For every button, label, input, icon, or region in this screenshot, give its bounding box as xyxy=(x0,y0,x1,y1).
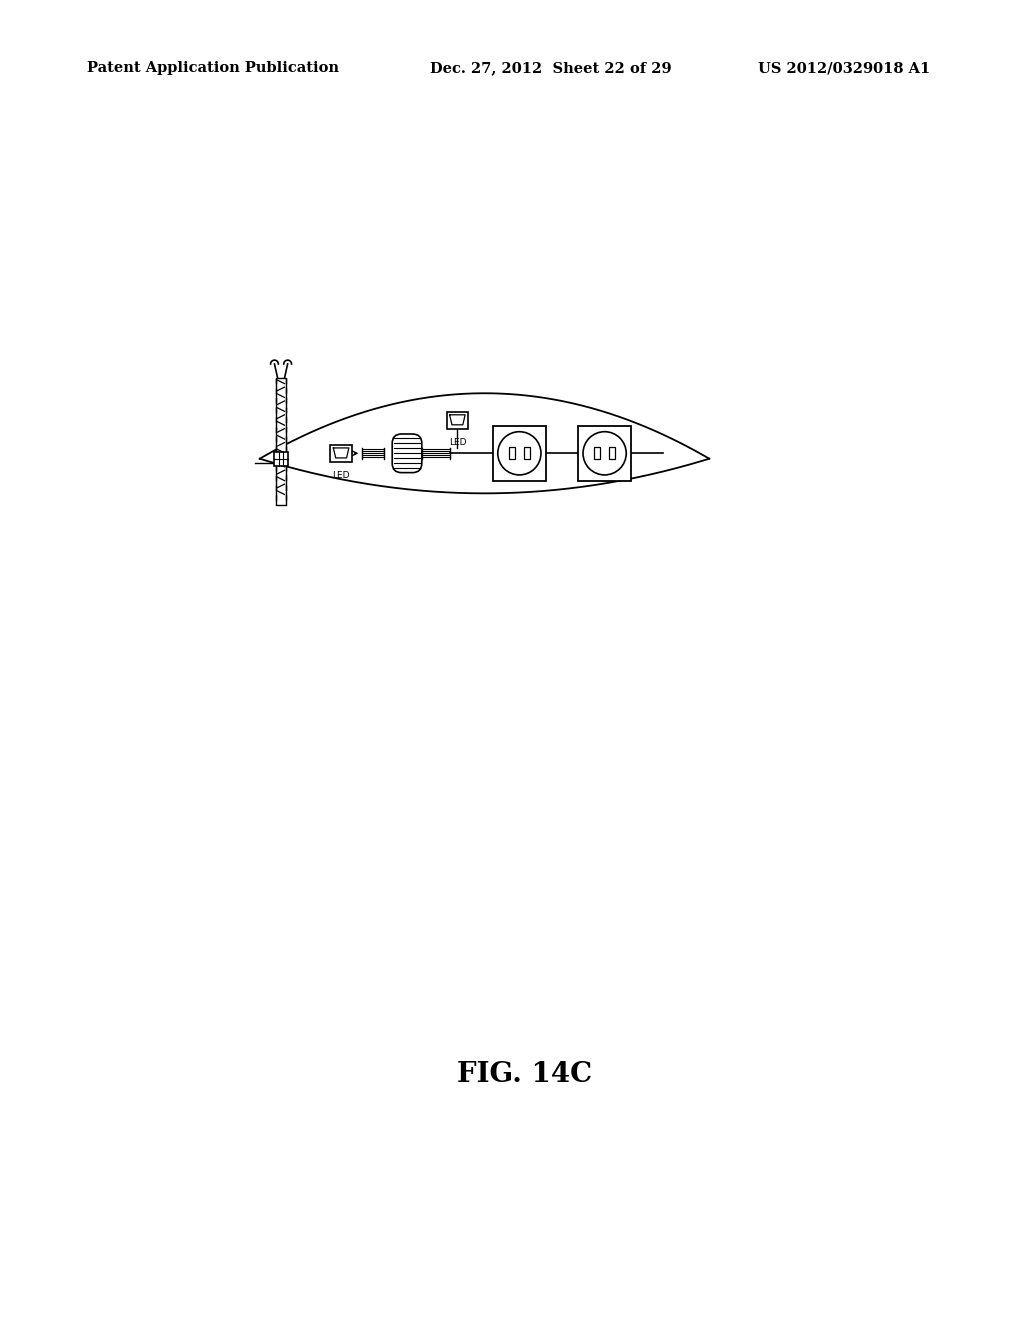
Text: US 2012/0329018 A1: US 2012/0329018 A1 xyxy=(758,61,930,75)
Bar xyxy=(509,447,515,459)
Text: Dec. 27, 2012  Sheet 22 of 29: Dec. 27, 2012 Sheet 22 of 29 xyxy=(430,61,672,75)
Bar xyxy=(331,445,352,462)
Bar xyxy=(493,425,546,480)
FancyBboxPatch shape xyxy=(392,434,422,473)
Bar xyxy=(579,425,631,480)
Text: FIG. 14C: FIG. 14C xyxy=(458,1061,592,1088)
Bar xyxy=(274,451,288,466)
Text: LED: LED xyxy=(333,471,350,480)
Bar xyxy=(524,447,530,459)
Text: LED: LED xyxy=(449,438,466,447)
Bar xyxy=(609,447,615,459)
Ellipse shape xyxy=(498,432,541,475)
Bar xyxy=(276,378,286,506)
Ellipse shape xyxy=(583,432,627,475)
Bar xyxy=(594,447,600,459)
Bar xyxy=(446,412,468,429)
Text: Patent Application Publication: Patent Application Publication xyxy=(87,61,339,75)
